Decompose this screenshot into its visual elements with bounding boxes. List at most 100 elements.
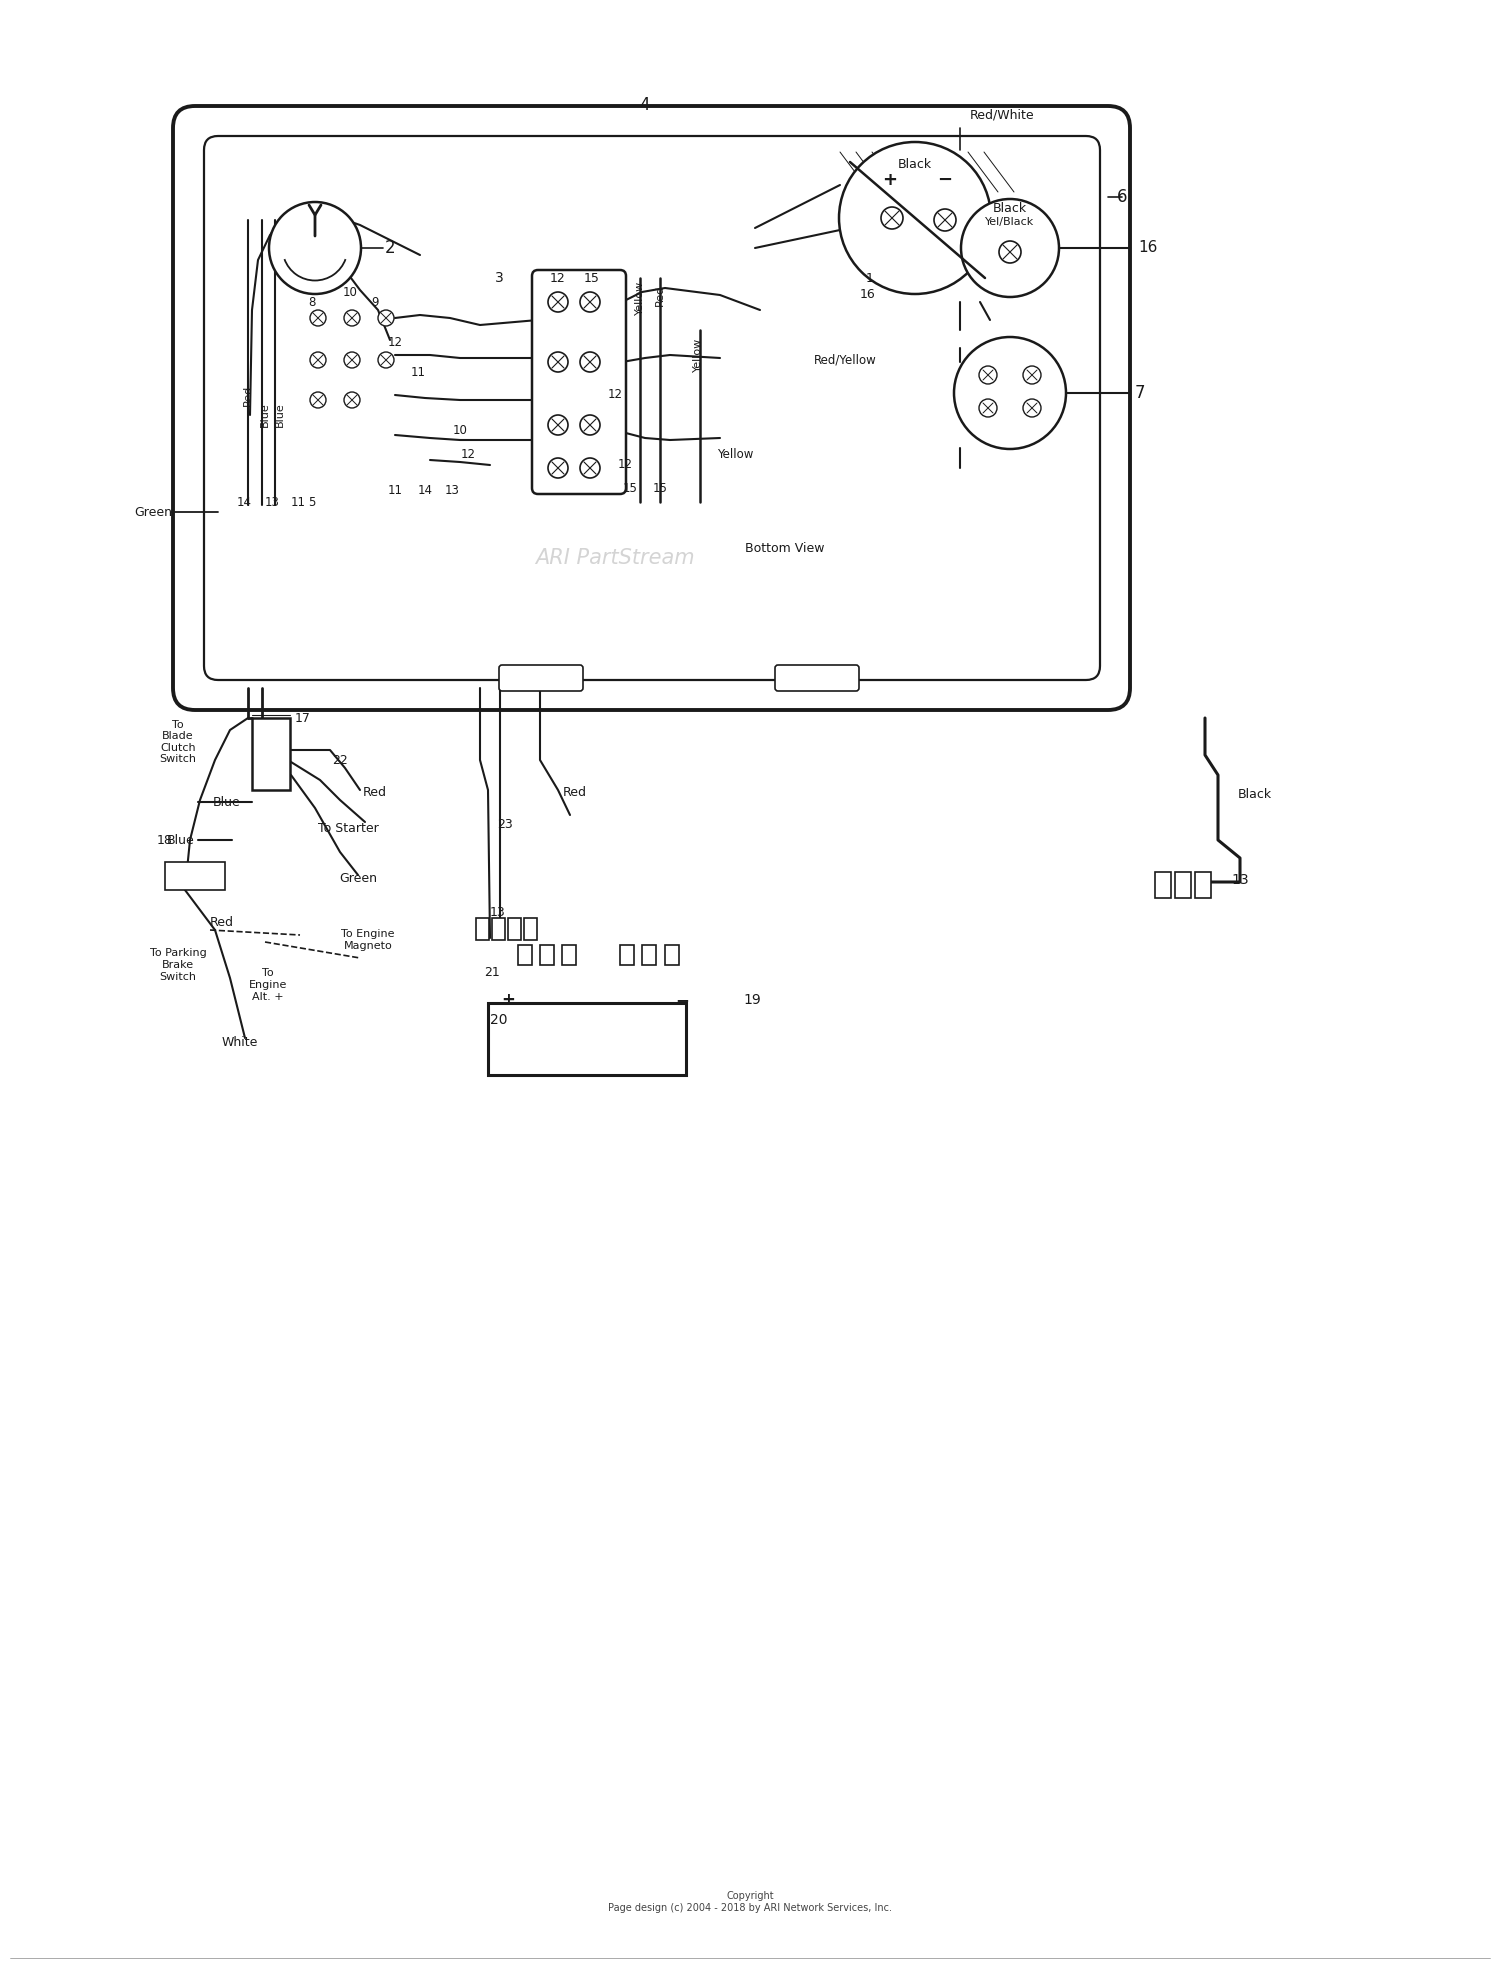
- Text: 22: 22: [332, 753, 348, 767]
- FancyBboxPatch shape: [252, 718, 290, 790]
- Text: 19: 19: [742, 993, 760, 1007]
- Text: 15: 15: [622, 482, 638, 495]
- Text: 6: 6: [1116, 189, 1128, 206]
- Circle shape: [954, 336, 1066, 448]
- Circle shape: [310, 391, 326, 409]
- Circle shape: [344, 391, 360, 409]
- Text: Red: Red: [243, 385, 254, 405]
- Text: 3: 3: [495, 271, 504, 285]
- Circle shape: [268, 202, 362, 295]
- Circle shape: [1023, 366, 1041, 383]
- Text: ARI PartStream: ARI PartStream: [536, 549, 694, 568]
- Bar: [476, 918, 489, 940]
- Text: 5: 5: [309, 495, 315, 509]
- Text: Blue: Blue: [274, 403, 285, 427]
- Bar: [1196, 873, 1210, 898]
- Text: 12: 12: [618, 458, 633, 472]
- Text: 13: 13: [1232, 873, 1250, 887]
- Circle shape: [548, 352, 568, 372]
- Text: 1: 1: [865, 271, 874, 285]
- FancyBboxPatch shape: [532, 269, 626, 493]
- Circle shape: [378, 311, 394, 326]
- FancyBboxPatch shape: [204, 136, 1100, 680]
- Text: Black: Black: [993, 201, 1028, 214]
- Circle shape: [580, 458, 600, 478]
- Text: 21: 21: [484, 965, 500, 979]
- Text: Red/Yellow: Red/Yellow: [813, 354, 876, 366]
- Circle shape: [548, 458, 568, 478]
- Circle shape: [980, 399, 998, 417]
- FancyBboxPatch shape: [172, 106, 1130, 710]
- Text: 14: 14: [237, 495, 252, 509]
- Bar: [562, 946, 576, 965]
- Text: Blue: Blue: [168, 834, 195, 847]
- Circle shape: [980, 366, 998, 383]
- Circle shape: [839, 142, 992, 295]
- Text: 12: 12: [387, 336, 402, 348]
- Circle shape: [548, 415, 568, 434]
- Text: Red: Red: [656, 285, 664, 305]
- Text: White: White: [222, 1036, 258, 1048]
- Text: 13: 13: [444, 484, 459, 497]
- Circle shape: [934, 208, 956, 230]
- Text: 14: 14: [417, 484, 432, 497]
- Text: Blue: Blue: [260, 403, 270, 427]
- Text: To Parking
Brake
Switch: To Parking Brake Switch: [150, 948, 207, 981]
- Text: 11: 11: [291, 495, 306, 509]
- Text: To Engine
Magneto: To Engine Magneto: [340, 930, 394, 952]
- Text: 10: 10: [453, 423, 468, 436]
- Text: Green: Green: [134, 505, 172, 519]
- Circle shape: [548, 293, 568, 313]
- Text: 11: 11: [411, 366, 426, 379]
- Circle shape: [580, 352, 600, 372]
- Text: 2: 2: [384, 240, 396, 258]
- Text: 17: 17: [296, 712, 310, 725]
- Text: 11: 11: [387, 484, 402, 497]
- Text: 23: 23: [496, 818, 513, 832]
- Bar: [492, 918, 506, 940]
- Text: 16: 16: [859, 289, 876, 301]
- Bar: [664, 946, 680, 965]
- Text: Red: Red: [562, 786, 586, 800]
- Bar: [1155, 873, 1172, 898]
- Circle shape: [880, 206, 903, 228]
- Bar: [540, 946, 554, 965]
- Circle shape: [344, 352, 360, 368]
- Text: 8: 8: [309, 295, 315, 309]
- Text: 9: 9: [372, 295, 378, 309]
- Circle shape: [999, 242, 1022, 263]
- Circle shape: [310, 352, 326, 368]
- Text: 20: 20: [490, 1012, 507, 1026]
- Text: 15: 15: [652, 482, 668, 495]
- Text: +: +: [501, 991, 515, 1009]
- Text: −: −: [675, 991, 688, 1009]
- Bar: [165, 861, 225, 891]
- Text: To
Blade
Clutch
Switch: To Blade Clutch Switch: [159, 720, 196, 765]
- FancyBboxPatch shape: [500, 665, 584, 690]
- Text: Copyright
Page design (c) 2004 - 2018 by ARI Network Services, Inc.: Copyright Page design (c) 2004 - 2018 by…: [608, 1891, 892, 1913]
- Text: −: −: [938, 171, 952, 189]
- Text: Bottom View: Bottom View: [746, 541, 825, 554]
- Bar: [1174, 873, 1191, 898]
- Circle shape: [378, 352, 394, 368]
- Text: 15: 15: [584, 271, 600, 285]
- FancyBboxPatch shape: [776, 665, 859, 690]
- Bar: [509, 918, 520, 940]
- Circle shape: [344, 311, 360, 326]
- Text: Black: Black: [1238, 788, 1272, 802]
- Text: To
Engine
Alt. +: To Engine Alt. +: [249, 969, 286, 1001]
- Text: 12: 12: [608, 389, 622, 401]
- Text: 13: 13: [264, 495, 279, 509]
- Circle shape: [1023, 399, 1041, 417]
- Text: Yellow: Yellow: [693, 338, 703, 372]
- Text: Yellow: Yellow: [717, 448, 753, 462]
- Bar: [524, 918, 537, 940]
- Bar: [642, 946, 656, 965]
- Circle shape: [580, 293, 600, 313]
- Text: 18: 18: [158, 834, 172, 847]
- Text: Red: Red: [363, 786, 387, 800]
- Text: Yel/Black: Yel/Black: [986, 216, 1035, 226]
- Text: Red: Red: [210, 916, 234, 928]
- Text: 12: 12: [460, 448, 476, 462]
- Bar: [518, 946, 532, 965]
